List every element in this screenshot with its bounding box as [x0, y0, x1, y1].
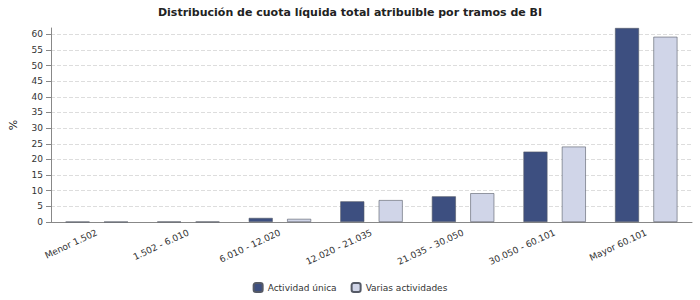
svg-text:0: 0 — [37, 217, 43, 227]
svg-text:35: 35 — [32, 107, 43, 117]
svg-text:5: 5 — [37, 201, 43, 211]
svg-text:10: 10 — [32, 186, 44, 196]
svg-text:55: 55 — [32, 45, 43, 55]
svg-text:Mayor 60.101: Mayor 60.101 — [588, 227, 648, 262]
svg-text:25: 25 — [32, 139, 43, 149]
svg-text:15: 15 — [32, 170, 43, 180]
svg-text:6.010 - 12.020: 6.010 - 12.020 — [218, 227, 282, 264]
svg-text:21.035 - 30.050: 21.035 - 30.050 — [396, 227, 466, 267]
svg-text:50: 50 — [32, 61, 44, 71]
svg-text:Distribución de cuota líquida: Distribución de cuota líquida total atri… — [158, 6, 542, 19]
svg-text:30.050 - 60.101: 30.050 - 60.101 — [487, 227, 556, 266]
svg-text:12.020 - 21.035: 12.020 - 21.035 — [304, 227, 373, 266]
svg-text:20: 20 — [32, 154, 44, 164]
svg-text:40: 40 — [32, 92, 44, 102]
svg-text:Actividad única: Actividad única — [268, 283, 337, 293]
svg-text:%: % — [7, 120, 20, 130]
svg-text:Varias actividades: Varias actividades — [366, 283, 448, 293]
svg-text:45: 45 — [32, 76, 43, 86]
svg-text:30: 30 — [32, 123, 44, 133]
svg-text:60: 60 — [32, 29, 44, 39]
svg-text:1.502 - 6.010: 1.502 - 6.010 — [132, 227, 191, 262]
svg-text:Menor 1.502: Menor 1.502 — [43, 227, 99, 260]
